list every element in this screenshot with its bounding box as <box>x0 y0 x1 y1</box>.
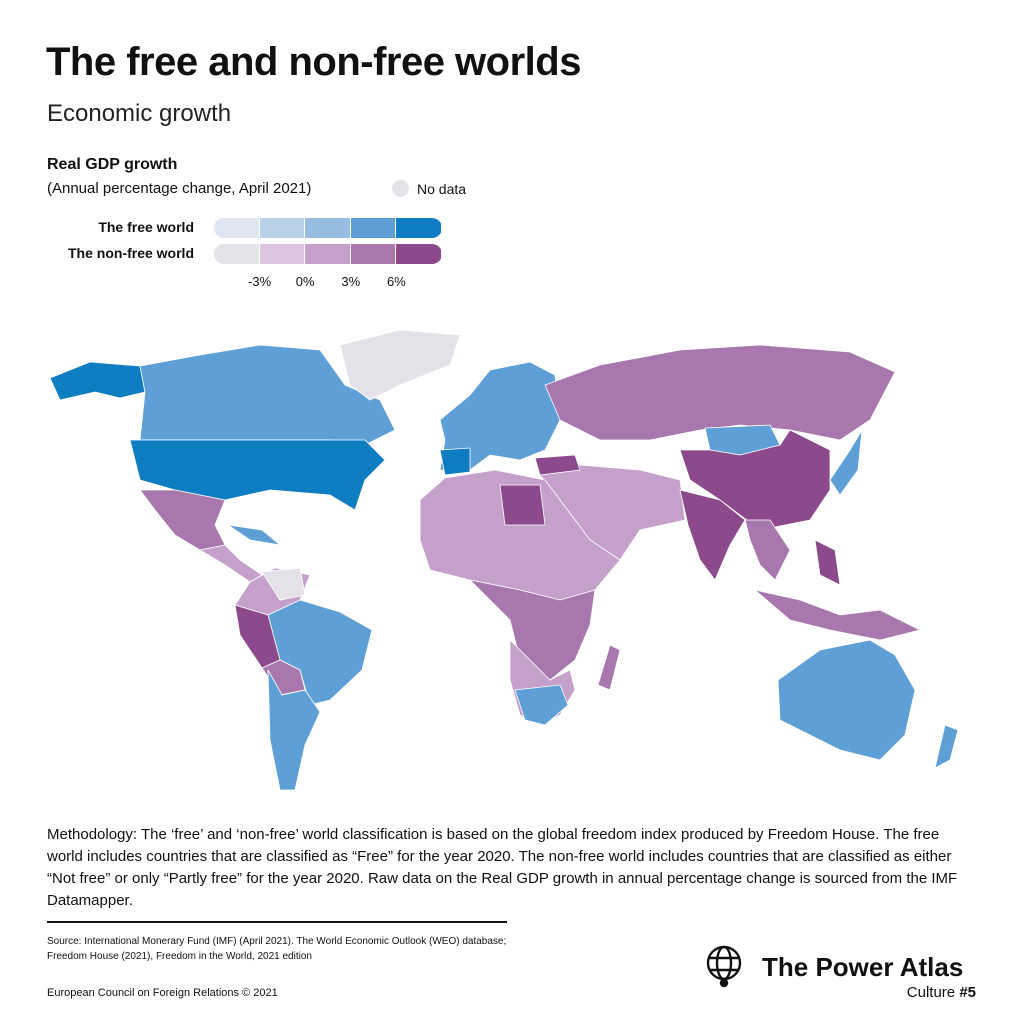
scale-label: -3% <box>248 274 272 289</box>
legend-swatch <box>396 244 441 264</box>
series-name: Culture <box>906 984 956 1001</box>
brand-series: Culture #5 <box>907 984 976 1001</box>
legend-subtitle: (Annual percentage change, April 2021) <box>47 180 312 197</box>
caribbean <box>227 524 282 546</box>
legend-row-label: The non-free world <box>68 245 194 261</box>
philippines <box>814 539 841 586</box>
alaska <box>49 361 146 401</box>
iberia <box>439 447 471 476</box>
new-zealand <box>934 724 959 769</box>
australia <box>777 639 916 761</box>
series-number: #5 <box>959 984 976 1001</box>
india <box>679 489 746 581</box>
africa-north <box>419 469 621 601</box>
libya <box>499 484 546 526</box>
russia <box>544 344 896 441</box>
africa-central <box>468 579 596 681</box>
legend-swatch <box>350 244 396 264</box>
subtitle: Economic growth <box>47 100 232 127</box>
copyright: European Council on Foreign Relations © … <box>47 987 278 999</box>
title: The free and non-free worlds <box>46 40 581 84</box>
legend-swatches <box>214 244 442 264</box>
greenland <box>339 329 461 401</box>
legend-swatch <box>350 218 396 238</box>
scale-label: 0% <box>295 274 315 289</box>
china <box>679 429 831 531</box>
europe <box>439 361 561 471</box>
brand-name: The Power Atlas <box>762 952 964 982</box>
source-line: Source: International Monerary Fund (IMF… <box>47 936 507 947</box>
no-data-swatch <box>392 180 409 197</box>
legend-swatch <box>214 244 259 264</box>
legend-swatch <box>305 244 350 264</box>
legend-title: Real GDP growth <box>47 156 178 173</box>
legend-swatch <box>305 218 350 238</box>
legend-swatches <box>214 218 442 238</box>
scale-label: 6% <box>386 274 406 289</box>
legend-swatch <box>214 218 259 238</box>
legend-swatch <box>259 218 305 238</box>
legend-swatch <box>259 244 305 264</box>
usa <box>129 439 386 511</box>
no-data-label: No data <box>417 180 467 197</box>
mexico <box>139 489 226 551</box>
legend-row-label: The free world <box>98 219 194 235</box>
legend-swatch <box>396 218 441 238</box>
turkey <box>534 454 581 476</box>
madagascar <box>597 644 621 691</box>
argentina-chile <box>267 669 321 791</box>
source-line: Freedom House (2021), Freedom in the Wor… <box>47 951 312 962</box>
divider <box>47 921 507 923</box>
scale-label: 3% <box>341 274 361 289</box>
southeast-asia <box>744 519 791 581</box>
indonesia <box>754 589 922 641</box>
south-africa <box>514 684 569 726</box>
central-america <box>198 544 263 583</box>
no-data-key: No data <box>392 180 466 197</box>
japan-korea <box>829 429 863 496</box>
methodology: Methodology: The ‘free’ and ‘non-free’ w… <box>47 826 958 909</box>
venezuela <box>261 567 306 601</box>
